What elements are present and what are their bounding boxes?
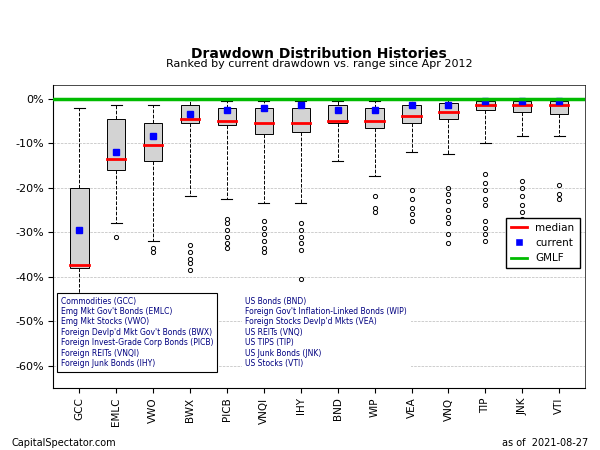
- Bar: [402, 105, 421, 123]
- Bar: [365, 108, 384, 127]
- Bar: [439, 103, 458, 119]
- Text: Commodities (GCC)
Emg Mkt Gov't Bonds (EMLC)
Emg Mkt Stocks (VWO)
Foreign Devlp': Commodities (GCC) Emg Mkt Gov't Bonds (E…: [61, 297, 214, 368]
- Bar: [550, 101, 568, 114]
- Bar: [513, 101, 532, 112]
- Text: Ranked by current drawdown vs. range since Apr 2012: Ranked by current drawdown vs. range sin…: [166, 59, 473, 69]
- Bar: [292, 108, 310, 132]
- Text: CapitalSpectator.com: CapitalSpectator.com: [12, 438, 116, 448]
- Legend: median, current, GMLF: median, current, GMLF: [506, 217, 580, 268]
- Bar: [181, 105, 199, 123]
- Bar: [144, 123, 163, 161]
- Bar: [218, 108, 236, 125]
- Bar: [254, 108, 273, 134]
- Bar: [70, 188, 89, 268]
- Title: Drawdown Distribution Histories: Drawdown Distribution Histories: [191, 46, 447, 60]
- Bar: [107, 119, 125, 170]
- Bar: [328, 105, 347, 123]
- Text: as of  2021-08-27: as of 2021-08-27: [502, 438, 588, 448]
- Text: US Bonds (BND)
Foreign Gov't Inflation-Linked Bonds (WIP)
Foreign Stocks Devlp'd: US Bonds (BND) Foreign Gov't Inflation-L…: [245, 297, 407, 368]
- Bar: [476, 101, 494, 110]
